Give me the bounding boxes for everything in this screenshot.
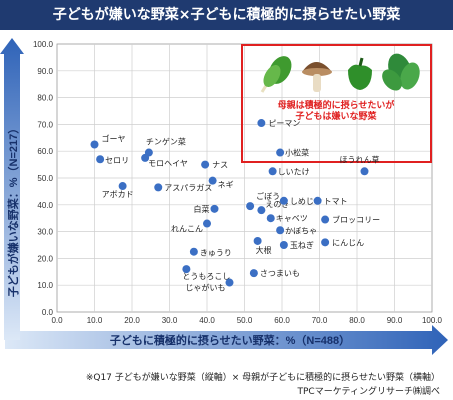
data-point <box>201 160 210 169</box>
point-label: セロリ <box>105 156 129 165</box>
x-tick-label: 10.0 <box>87 316 103 325</box>
point-label: チンゲン菜 <box>146 137 186 147</box>
y-tick-label: 70.0 <box>37 120 53 129</box>
data-point <box>313 196 322 205</box>
data-point <box>321 238 330 247</box>
x-tick-label: 50.0 <box>237 316 253 325</box>
footnote: ※Q17 子どもが嫌いな野菜（縦軸）× 母親が子どもに積極的に摂らせたい野菜（横… <box>85 373 440 383</box>
data-point <box>225 278 234 287</box>
data-point <box>203 219 211 228</box>
point-label: きゅうり <box>200 249 232 258</box>
point-label: しいたけ <box>278 167 310 176</box>
x-axis-arrow <box>5 325 448 355</box>
data-point <box>257 119 266 128</box>
data-point <box>360 167 369 176</box>
x-tick-labels: 0.0 10.0 20.0 30.0 40.0 50.0 60.0 70.0 80.0 90.0 1… <box>51 316 442 325</box>
data-point <box>253 236 262 245</box>
point-label: ブロッコリー <box>332 215 380 225</box>
x-tick-label: 100.0 <box>422 316 443 325</box>
y-tick-label: 10.0 <box>37 281 53 290</box>
point-label: アボカド <box>102 190 134 199</box>
point-label: 大根 <box>256 245 272 255</box>
point-label: アスパラガス <box>164 182 212 192</box>
x-tick-label: 0.0 <box>51 316 63 325</box>
point-label: ゴーヤ <box>102 134 126 144</box>
point-label: ピーマン <box>268 119 300 128</box>
highlight-annotation: 母親は積極的に摂らせたいが子どもは嫌いな野菜 <box>278 99 396 121</box>
data-point <box>246 202 255 211</box>
point-label: れんこん <box>171 225 203 234</box>
y-tick-label: 80.0 <box>37 94 53 103</box>
data-point <box>279 241 288 249</box>
x-tick-label: 90.0 <box>387 316 403 325</box>
point-label: しめじ <box>290 197 314 206</box>
data-point <box>276 226 285 235</box>
point-label: 小松菜 <box>285 148 309 158</box>
point-label: じゃがいも <box>186 283 226 293</box>
y-tick-label: 100.0 <box>33 40 54 49</box>
point-label: 玉ねぎ <box>290 240 314 250</box>
y-tick-label: 20.0 <box>37 254 53 263</box>
data-point <box>276 148 285 157</box>
point-label: ほうれん草 <box>340 154 380 164</box>
point-label: えのき <box>265 200 289 209</box>
chard-icon <box>260 56 292 93</box>
point-label: 白菜 <box>194 204 210 214</box>
title-bar <box>0 0 453 30</box>
point-label: モロヘイヤ <box>148 159 188 168</box>
point-label: さつまいも <box>260 269 300 278</box>
y-tick-label: 60.0 <box>37 147 53 156</box>
y-tick-label: 30.0 <box>37 228 53 237</box>
x-tick-label: 30.0 <box>162 316 178 325</box>
point-label: ナス <box>212 161 228 170</box>
data-point <box>154 183 163 192</box>
point-label: ごぼう <box>256 191 280 201</box>
spinach-icon <box>382 53 420 91</box>
highlight-box <box>241 44 432 163</box>
y-tick-label: 50.0 <box>37 174 53 183</box>
y-tick-labels: 0.0 10.0 20.0 30.0 40.0 50.0 60.0 70.0 80.0 90.0 1… <box>33 40 54 317</box>
source-credit: TPCマーケティングリサーチ㈱調べ <box>297 387 441 397</box>
point-label: ネギ <box>218 181 234 190</box>
x-axis-title: 子どもに積極的に摂らせたい野菜：%（N=488） <box>110 333 350 347</box>
data-point <box>90 140 99 149</box>
data-point <box>210 204 219 213</box>
point-label: にんじん <box>332 238 364 247</box>
point-label: キャベツ <box>276 214 308 223</box>
y-axis-arrow <box>0 38 24 340</box>
y-tick-label: 0.0 <box>42 308 54 317</box>
y-tick-label: 90.0 <box>37 67 53 76</box>
data-point <box>182 265 191 274</box>
data-point <box>208 176 217 185</box>
data-point <box>279 196 288 205</box>
shiitake-icon <box>302 62 332 92</box>
point-label: トマト <box>324 197 348 206</box>
x-tick-label: 70.0 <box>312 316 328 325</box>
data-point <box>118 182 127 191</box>
x-tick-label: 20.0 <box>124 316 140 325</box>
x-tick-label: 40.0 <box>199 316 215 325</box>
data-point <box>141 153 150 162</box>
data-point <box>249 269 258 278</box>
data-point <box>321 215 330 224</box>
data-point <box>96 155 105 164</box>
data-point <box>268 167 277 176</box>
y-tick-label: 40.0 <box>37 201 53 210</box>
data-point <box>189 247 198 256</box>
green-pepper-icon <box>348 57 372 90</box>
data-point <box>257 206 266 215</box>
x-tick-label: 80.0 <box>349 316 365 325</box>
data-point <box>266 214 275 223</box>
x-tick-label: 60.0 <box>274 316 290 325</box>
point-label: とうもろこし <box>182 272 230 281</box>
chart-title: 子どもが嫌いな野菜×子どもに積極的に摂らせたい野菜 <box>52 7 401 23</box>
point-label: かぼちゃ <box>285 226 317 235</box>
y-axis-title: 子どもが嫌いな野菜：%（N=217） <box>6 123 20 298</box>
